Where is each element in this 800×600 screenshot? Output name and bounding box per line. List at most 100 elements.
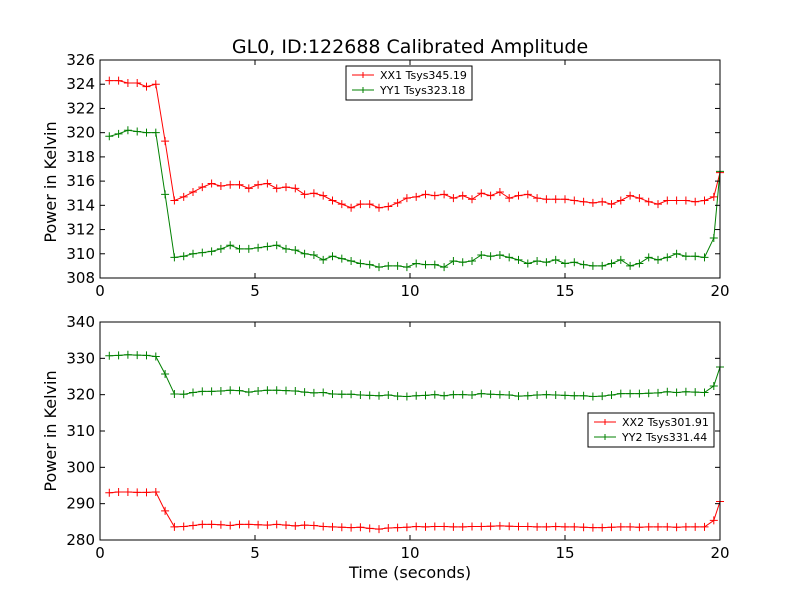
bottom-data-point [393, 392, 402, 401]
bottom-data-point [254, 387, 263, 396]
top-data-point [142, 128, 151, 137]
top-data-point [254, 243, 263, 252]
bottom-data-point [328, 389, 337, 398]
bottom-x-tick-label: 10 [400, 544, 419, 562]
bottom-data-point [588, 523, 597, 532]
top-data-point [542, 258, 551, 267]
top-data-point [365, 260, 374, 269]
bottom-data-point [477, 522, 486, 531]
top-data-point [170, 196, 179, 205]
top-data-point [449, 257, 458, 266]
top-data-point [486, 252, 495, 261]
top-y-tick-label: 320 [66, 124, 95, 142]
top-data-point [105, 76, 114, 85]
top-x-tick-label: 0 [95, 282, 105, 300]
bottom-data-point [570, 522, 579, 531]
top-data-point [319, 191, 328, 200]
bottom-data-point [282, 386, 290, 395]
top-data-point [337, 254, 346, 263]
bottom-data-point [644, 389, 653, 398]
bottom-data-point [319, 388, 328, 397]
bottom-data-point [207, 387, 216, 396]
bottom-data-point [709, 381, 718, 390]
bottom-chart: Power in Kelvin Time (seconds) 0 5 10 15 20 2… [41, 313, 730, 582]
top-data-point [505, 194, 514, 203]
bottom-data-point [402, 523, 411, 532]
top-y-tick-label: 324 [66, 75, 95, 93]
bottom-data-point [477, 389, 486, 398]
top-data-point [468, 195, 476, 204]
bottom-data-point [421, 391, 430, 400]
top-data-point [375, 203, 383, 212]
bottom-data-point [309, 521, 318, 530]
top-data-point [272, 241, 281, 250]
top-data-point [551, 255, 560, 264]
bottom-data-point [616, 389, 625, 398]
bottom-data-point [672, 388, 681, 397]
top-data-point [412, 259, 421, 268]
top-data-point [691, 197, 700, 206]
bottom-data-point [365, 524, 374, 533]
top-data-point [561, 195, 569, 204]
top-data-point [654, 200, 662, 209]
bottom-data-point [282, 521, 290, 530]
top-data-point [570, 258, 579, 267]
top-data-point [449, 194, 458, 203]
legend-yy1-marker [360, 87, 366, 93]
top-data-point [421, 190, 430, 199]
legend-yy2-marker [602, 434, 608, 440]
top-data-point [495, 188, 504, 197]
top-y-tick-label: 322 [66, 99, 95, 117]
bottom-data-point [151, 488, 160, 497]
top-data-point [542, 195, 551, 204]
bottom-data-point [440, 522, 449, 531]
bottom-data-point [542, 522, 551, 531]
bottom-data-point [458, 390, 467, 399]
top-data-point [189, 188, 197, 197]
top-data-point [468, 257, 476, 266]
bottom-data-point [663, 387, 672, 396]
legend-xx1-label: XX1 Tsys345.19 [380, 69, 467, 82]
bottom-data-point [319, 522, 328, 531]
top-data-point [412, 192, 421, 201]
bottom-data-point [486, 522, 495, 531]
top-data-point [216, 181, 225, 190]
top-data-point [505, 253, 514, 262]
top-data-point [151, 128, 160, 137]
bottom-data-point [533, 391, 542, 400]
top-data-point [179, 192, 188, 201]
bottom-y-tick-label: 300 [66, 458, 95, 476]
bottom-data-point [337, 523, 346, 532]
bottom-x-tick-label: 20 [710, 544, 729, 562]
bottom-legend: XX2 Tsys301.91 YY2 Tsys331.44 [587, 412, 715, 448]
top-data-point [207, 179, 216, 188]
bottom-y-tick-label: 290 [66, 495, 95, 513]
bottom-data-point [216, 387, 225, 396]
top-data-point [551, 195, 560, 204]
top-data-point [458, 191, 467, 200]
bottom-data-point [244, 388, 253, 397]
top-data-point [207, 247, 216, 256]
top-plot-frame [99, 59, 721, 279]
top-data-point [700, 196, 709, 205]
top-data-point [700, 253, 709, 262]
chart-title: GL0, ID:122688 Calibrated Amplitude [232, 36, 588, 58]
top-data-point [514, 255, 523, 264]
top-data-point [691, 252, 700, 261]
top-data-point [523, 259, 532, 268]
top-data-point [198, 183, 207, 192]
top-data-point [588, 261, 597, 270]
top-data-point [235, 180, 244, 189]
bottom-data-point [263, 521, 272, 530]
bottom-data-point [189, 521, 197, 530]
bottom-data-point [142, 488, 151, 497]
bottom-data-point [505, 391, 514, 400]
bottom-data-point [533, 522, 542, 531]
top-data-point [319, 255, 328, 264]
top-data-point [626, 191, 635, 200]
bottom-data-point [170, 389, 179, 398]
bottom-data-point [607, 523, 616, 532]
top-data-point [142, 82, 151, 91]
bottom-data-point [384, 524, 393, 533]
bottom-data-point [412, 522, 421, 531]
